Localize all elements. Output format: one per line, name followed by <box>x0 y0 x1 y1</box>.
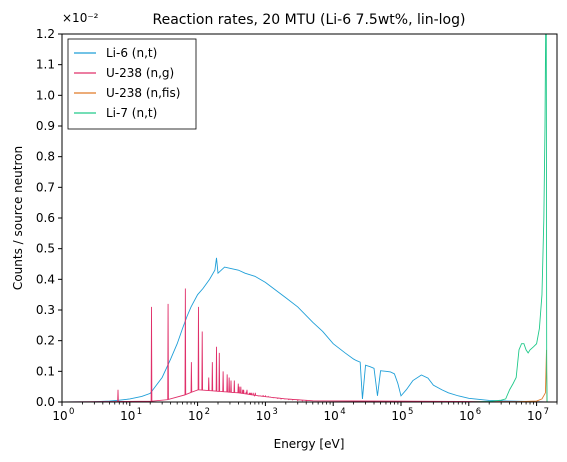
x-tick-exponent: 2 <box>205 407 210 417</box>
x-tick-label: 10 <box>391 409 406 423</box>
y-tick-label: 0.8 <box>36 150 55 164</box>
x-tick-exponent: 5 <box>408 407 413 417</box>
y-axis-label: Counts / source neutron <box>11 146 25 290</box>
series-li-6-n-t-line <box>62 257 557 402</box>
y-tick-label: 0.6 <box>36 211 55 225</box>
y-offset-label: ×10⁻² <box>62 11 99 25</box>
x-tick-label: 10 <box>324 409 339 423</box>
y-tick-label: 1.2 <box>36 27 55 41</box>
y-tick-label: 0.1 <box>36 364 55 378</box>
y-tick-label: 0.5 <box>36 242 55 256</box>
chart-title: Reaction rates, 20 MTU (Li-6 7.5wt%, lin… <box>153 12 466 28</box>
x-tick-label: 10 <box>188 409 203 423</box>
x-tick-exponent: 0 <box>69 407 74 417</box>
x-axis-label: Energy [eV] <box>274 437 345 451</box>
y-axis: 0.0 0.1 0.2 0.3 0.4 0.5 0.6 0.7 0.8 0.9 1.0 1.1 1.2 <box>36 27 62 409</box>
x-tick-label: 10 <box>256 409 271 423</box>
x-tick-label: 10 <box>459 409 474 423</box>
series-u-238-n-fis-line <box>62 349 557 402</box>
x-tick-exponent: 1 <box>137 407 142 417</box>
legend-entry-label: Li-6 (n,t) <box>106 46 157 60</box>
y-tick-label: 1.1 <box>36 58 55 72</box>
y-tick-label: 1.0 <box>36 88 55 102</box>
legend-entry-label: U-238 (n,g) <box>106 66 174 80</box>
x-tick-exponent: 6 <box>476 407 481 417</box>
legend-box <box>67 38 197 130</box>
x-tick-exponent: 4 <box>340 407 345 417</box>
y-tick-label: 0.0 <box>36 395 55 409</box>
x-tick-label: 10 <box>527 409 542 423</box>
series-li-7-n-t-line <box>62 34 557 402</box>
y-tick-label: 0.4 <box>36 272 55 286</box>
x-tick-exponent: 3 <box>272 407 277 417</box>
y-tick-label: 0.9 <box>36 119 55 133</box>
x-axis: 10 0 10 1 10 2 10 3 10 4 10 5 10 6 10 7 <box>52 402 558 423</box>
x-tick-exponent: 7 <box>544 407 549 417</box>
y-tick-label: 0.2 <box>36 334 55 348</box>
y-tick-label: 0.3 <box>36 303 55 317</box>
legend-entry-label: U-238 (n,fis) <box>106 86 180 100</box>
legend-entry-label: Li-7 (n,t) <box>106 106 157 120</box>
y-axis-offset-text: ×10⁻² <box>62 11 99 25</box>
y-tick-label: 0.7 <box>36 180 55 194</box>
x-tick-label: 10 <box>52 409 67 423</box>
legend: Li-6 (n,t) U-238 (n,g) U-238 (n,fis) Li-7 (… <box>67 38 197 130</box>
series-u-238-n-g-line <box>62 288 557 402</box>
x-tick-label: 10 <box>120 409 135 423</box>
